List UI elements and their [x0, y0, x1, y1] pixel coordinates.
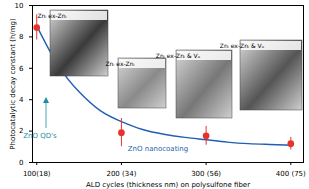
svg-text:2: 2	[19, 127, 24, 136]
svg-text:400 (75): 400 (75)	[276, 170, 306, 178]
svg-text:Znᵢ ex-Znᵢ & Vₒ: Znᵢ ex-Znᵢ & Vₒ	[220, 42, 265, 49]
svg-text:8: 8	[19, 33, 23, 41]
svg-text:200 (34): 200 (34)	[106, 170, 136, 178]
svg-text:Znᵢ ex-Znᵢ & Vₒ: Znᵢ ex-Znᵢ & Vₒ	[156, 52, 201, 59]
svg-text:300 (56): 300 (56)	[191, 170, 221, 178]
svg-text:Znᵢ ex-Znᵢ: Znᵢ ex-Znᵢ	[37, 12, 66, 19]
svg-text:ZnO nanocoating: ZnO nanocoating	[128, 145, 188, 153]
svg-text:Znᵢ ex-Znᵢ: Znᵢ ex-Znᵢ	[105, 60, 134, 67]
svg-text:6: 6	[19, 65, 24, 73]
svg-text:4: 4	[19, 96, 24, 104]
svg-text:100(18): 100(18)	[23, 170, 51, 178]
svg-text:Photocatalytic decay constant: Photocatalytic decay constant (h/mg)	[9, 18, 17, 150]
svg-text:ZnO QD's: ZnO QD's	[23, 132, 57, 140]
svg-text:ALD cycles (thickness nm) on p: ALD cycles (thickness nm) on polysulfone…	[86, 181, 250, 189]
svg-text:0: 0	[19, 159, 23, 167]
svg-text:10: 10	[15, 2, 24, 10]
